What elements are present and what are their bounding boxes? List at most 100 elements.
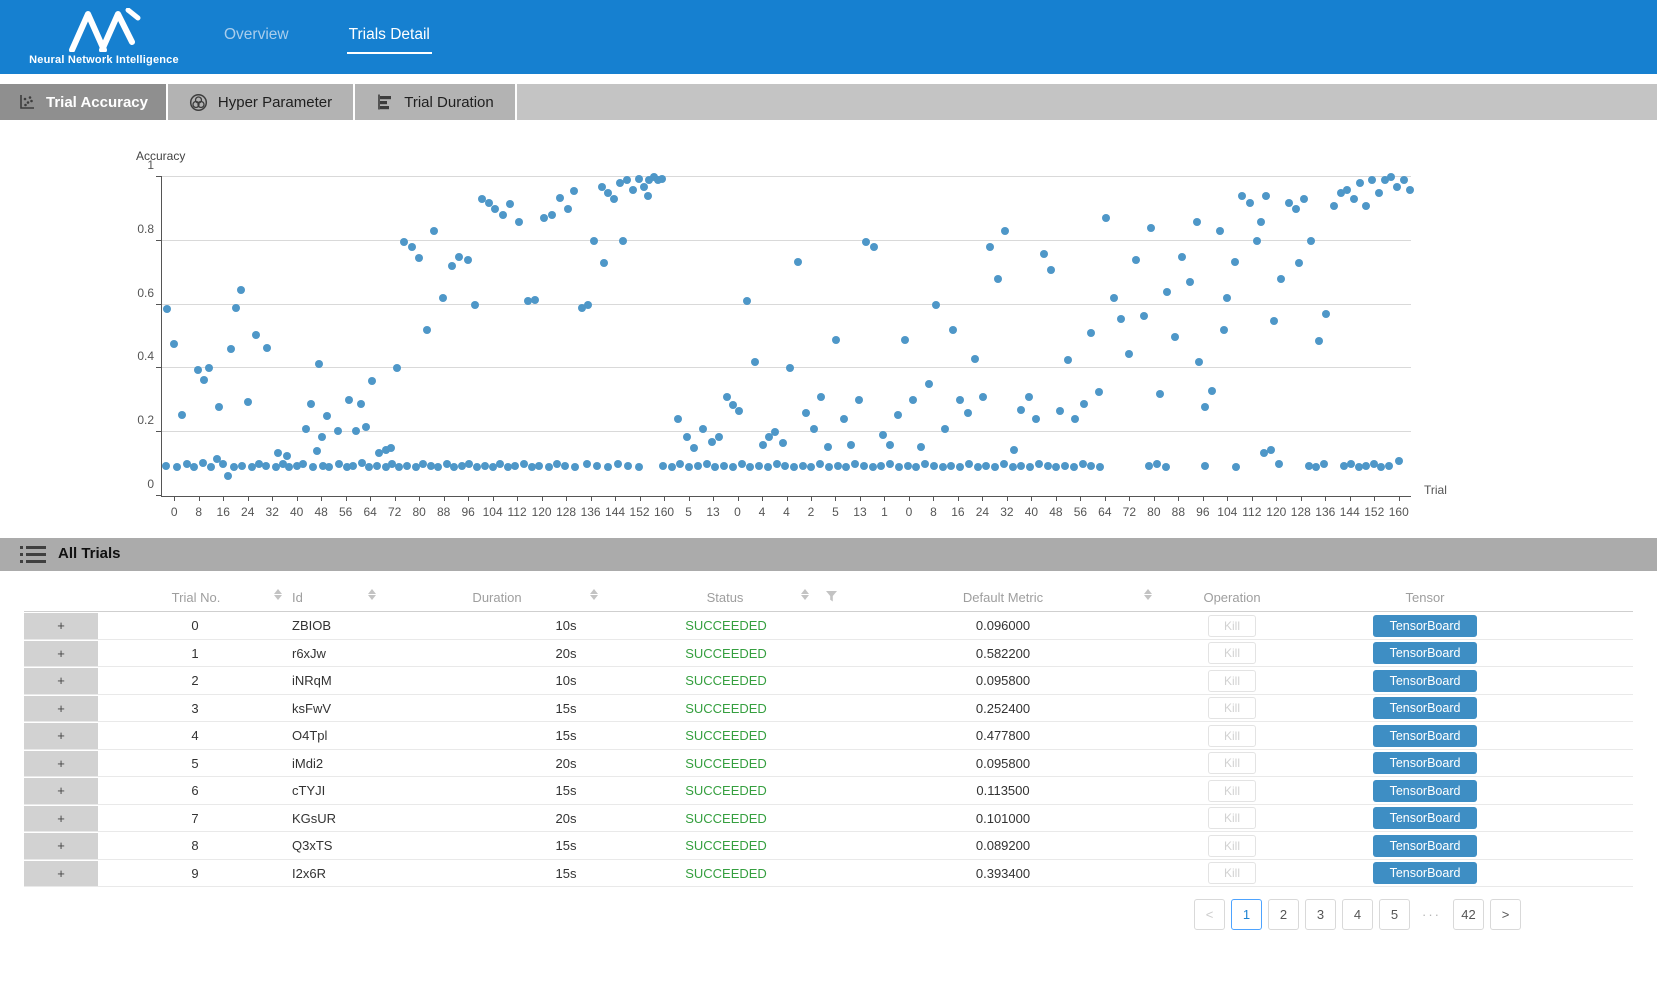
col-trial-no[interactable]: Trial No.	[172, 590, 221, 605]
kill-button[interactable]: Kill	[1208, 807, 1256, 829]
scatter-point	[743, 297, 751, 305]
expand-row-button[interactable]: +	[24, 668, 98, 694]
sort-id[interactable]	[368, 589, 376, 600]
kill-button[interactable]: Kill	[1208, 670, 1256, 692]
scatter-point	[624, 462, 632, 470]
scatter-point	[810, 425, 818, 433]
expand-row-button[interactable]: +	[24, 751, 98, 777]
sort-default-metric[interactable]	[1144, 589, 1152, 600]
page-next-button[interactable]: >	[1490, 899, 1521, 930]
y-tick-label: 0.8	[114, 222, 154, 236]
accuracy-scatter-plot[interactable]: 00.20.40.60.8108162432404856647280889610…	[161, 177, 1411, 497]
pagination: <12345···42>	[1194, 899, 1521, 930]
expand-row-button[interactable]: +	[24, 696, 98, 722]
scatter-point	[1071, 415, 1079, 423]
page-button-2[interactable]: 2	[1268, 899, 1299, 930]
col-id[interactable]: Id	[292, 590, 303, 605]
expand-row-button[interactable]: +	[24, 806, 98, 832]
scatter-point	[738, 460, 746, 468]
scatter-point	[205, 364, 213, 372]
scatter-point	[685, 463, 693, 471]
tensorboard-button[interactable]: TensorBoard	[1373, 862, 1477, 884]
scatter-point	[1238, 192, 1246, 200]
scatter-point	[1171, 333, 1179, 341]
tensorboard-button[interactable]: TensorBoard	[1373, 725, 1477, 747]
expand-row-button[interactable]: +	[24, 833, 98, 859]
scatter-point	[237, 286, 245, 294]
kill-button[interactable]: Kill	[1208, 780, 1256, 802]
kill-button[interactable]: Kill	[1208, 862, 1256, 884]
scatter-point	[623, 176, 631, 184]
tensorboard-button[interactable]: TensorBoard	[1373, 752, 1477, 774]
kill-button[interactable]: Kill	[1208, 642, 1256, 664]
cell-duration: 10s	[556, 618, 577, 633]
filter-icon[interactable]	[826, 590, 837, 605]
col-default-metric[interactable]: Default Metric	[963, 590, 1043, 605]
scatter-point	[1186, 278, 1194, 286]
tab-label: Hyper Parameter	[218, 94, 332, 111]
scatter-point	[764, 463, 772, 471]
nav-overview[interactable]: Overview	[222, 20, 291, 54]
scatter-point	[790, 463, 798, 471]
cell-trial-no: 7	[191, 811, 198, 826]
scatter-point	[703, 460, 711, 468]
scatter-point	[1195, 358, 1203, 366]
page-button-5[interactable]: 5	[1379, 899, 1410, 930]
page-prev-button[interactable]: <	[1194, 899, 1225, 930]
scatter-point	[825, 463, 833, 471]
page-button-4[interactable]: 4	[1342, 899, 1373, 930]
col-duration[interactable]: Duration	[472, 590, 521, 605]
cell-status: SUCCEEDED	[685, 618, 767, 633]
scatter-point	[313, 447, 321, 455]
kill-button[interactable]: Kill	[1208, 752, 1256, 774]
trials-table-body: +0ZBIOB10sSUCCEEDED0.096000KillTensorBoa…	[0, 612, 1657, 887]
kill-button[interactable]: Kill	[1208, 697, 1256, 719]
col-status[interactable]: Status	[707, 590, 744, 605]
list-icon	[20, 545, 46, 570]
kill-button[interactable]: Kill	[1208, 835, 1256, 857]
expand-row-button[interactable]: +	[24, 723, 98, 749]
scatter-point	[909, 396, 917, 404]
scatter-point	[215, 403, 223, 411]
tensorboard-button[interactable]: TensorBoard	[1373, 835, 1477, 857]
tensorboard-button[interactable]: TensorBoard	[1373, 807, 1477, 829]
expand-row-button[interactable]: +	[24, 778, 98, 804]
nni-logo[interactable]: Neural Network Intelligence	[28, 4, 180, 70]
expand-row-button[interactable]: +	[24, 861, 98, 887]
tensorboard-button[interactable]: TensorBoard	[1373, 697, 1477, 719]
tensorboard-button[interactable]: TensorBoard	[1373, 670, 1477, 692]
scatter-point	[629, 186, 637, 194]
tensorboard-button[interactable]: TensorBoard	[1373, 642, 1477, 664]
nav-trials-detail[interactable]: Trials Detail	[347, 20, 432, 54]
scatter-point	[564, 205, 572, 213]
scatter-point	[851, 460, 859, 468]
sort-duration[interactable]	[590, 589, 598, 600]
kill-button[interactable]: Kill	[1208, 615, 1256, 637]
tensorboard-button[interactable]: TensorBoard	[1373, 615, 1477, 637]
sort-status[interactable]	[801, 589, 809, 600]
tab-trial-accuracy[interactable]: Trial Accuracy	[0, 84, 168, 120]
tab-trial-duration[interactable]: Trial Duration	[355, 84, 517, 120]
cell-status: SUCCEEDED	[685, 728, 767, 743]
tensorboard-button[interactable]: TensorBoard	[1373, 780, 1477, 802]
page-button-42[interactable]: 42	[1453, 899, 1484, 930]
cell-trial-no: 1	[191, 646, 198, 661]
scatter-point	[515, 218, 523, 226]
cell-trial-no: 3	[191, 701, 198, 716]
table-row: +0ZBIOB10sSUCCEEDED0.096000KillTensorBoa…	[0, 612, 1657, 640]
page-button-3[interactable]: 3	[1305, 899, 1336, 930]
scatter-point	[1262, 192, 1270, 200]
scatter-point	[471, 301, 479, 309]
page-button-1[interactable]: 1	[1231, 899, 1262, 930]
sort-trial-no[interactable]	[274, 589, 282, 600]
scatter-point	[1140, 312, 1148, 320]
scatter-point	[877, 462, 885, 470]
expand-row-button[interactable]: +	[24, 641, 98, 667]
scatter-point	[570, 187, 578, 195]
cell-status: SUCCEEDED	[685, 811, 767, 826]
cell-status: SUCCEEDED	[685, 756, 767, 771]
x-tick-label: 160	[1384, 497, 1414, 519]
kill-button[interactable]: Kill	[1208, 725, 1256, 747]
expand-row-button[interactable]: +	[24, 613, 98, 639]
tab-hyper-parameter[interactable]: Hyper Parameter	[168, 84, 355, 120]
